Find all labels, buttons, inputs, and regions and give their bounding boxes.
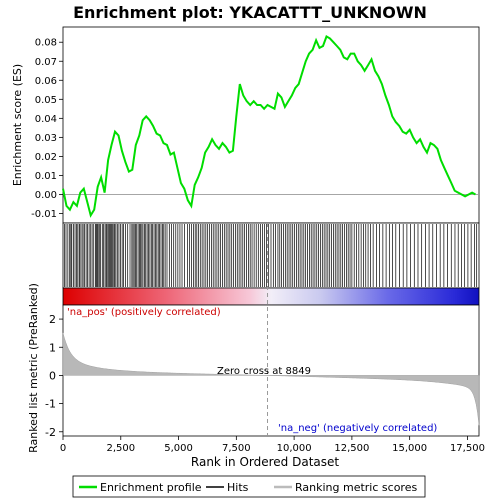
x-tick-label: 2,500	[106, 443, 135, 454]
es-y-tick-label: -0.01	[31, 209, 57, 220]
es-y-tick-label: 0.01	[35, 171, 57, 182]
ranking-metric-area	[62, 332, 480, 426]
metric-y-tick-label: -2	[45, 426, 56, 439]
enrichment-profile-line	[62, 35, 476, 218]
x-tick-label: 0	[60, 443, 66, 454]
es-y-tick-label: 0.05	[35, 95, 57, 106]
es-y-tick-label: 0.08	[35, 38, 57, 49]
es-y-tick-label: 0.04	[35, 114, 57, 125]
pos-correlated-label: 'na_pos' (positively correlated)	[67, 307, 221, 318]
x-axis-label: Rank in Ordered Dataset	[191, 455, 339, 469]
es-y-axis: 0.00 0.01 0.02 0.03 0.04 0.05 0.06 0.07 0.08 -0.0…	[31, 38, 63, 220]
legend-box	[72, 475, 426, 498]
chart-title: Enrichment plot: YKACATTT_UNKNOWN	[73, 3, 427, 22]
metric-y-tick-label: 0	[49, 369, 56, 382]
x-axis: 0 2,500 5,000 7,500 10,000 12,500 15,000 17,500	[60, 436, 485, 454]
x-tick-label: 5,000	[164, 443, 193, 454]
metric-y-axis-label: Ranked list metric (PreRanked)	[27, 283, 40, 453]
metric-y-tick-label: 1	[49, 341, 56, 354]
es-y-tick-label: 0.00	[35, 190, 57, 201]
es-y-tick-label: 0.03	[35, 133, 57, 144]
x-tick-label: 10,000	[277, 443, 312, 454]
metric-y-tick-label: -1	[45, 398, 56, 411]
metric-y-tick-label: 2	[49, 313, 56, 326]
neg-correlated-label: 'na_neg' (negatively correlated)	[278, 423, 437, 434]
x-tick-label: 7,500	[222, 443, 251, 454]
es-y-tick-label: 0.06	[35, 76, 57, 87]
zero-cross-label: Zero cross at 8849	[217, 366, 311, 377]
legend-metric-label: Ranking metric scores	[295, 481, 417, 494]
metric-y-axis: 2 1 0 -1 -2	[45, 313, 63, 439]
x-tick-label: 17,500	[450, 443, 485, 454]
metric-panel-frame	[62, 304, 480, 437]
es-panel-frame	[62, 26, 480, 224]
x-tick-label: 12,500	[334, 443, 369, 454]
legend-hits-label: Hits	[227, 481, 249, 494]
es-y-tick-label: 0.07	[35, 57, 57, 68]
hits-marks	[64, 224, 478, 287]
legend-enrichment-label: Enrichment profile	[100, 481, 202, 494]
es-y-axis-label: Enrichment score (ES)	[11, 64, 24, 186]
x-tick-label: 15,000	[392, 443, 427, 454]
es-y-tick-label: 0.02	[35, 152, 57, 163]
rank-color-bar	[62, 287, 480, 306]
